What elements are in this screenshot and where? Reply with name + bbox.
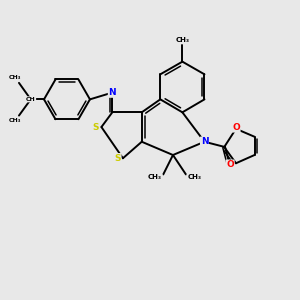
- Text: S: S: [114, 154, 121, 163]
- Text: CH₃: CH₃: [148, 174, 162, 180]
- Text: CH: CH: [26, 97, 36, 102]
- Text: S: S: [93, 122, 99, 131]
- Text: O: O: [226, 160, 234, 169]
- Text: N: N: [109, 88, 116, 97]
- Text: CH₃: CH₃: [187, 174, 201, 180]
- Text: CH₃: CH₃: [9, 118, 22, 123]
- Text: N: N: [201, 137, 208, 146]
- Text: CH₃: CH₃: [176, 38, 189, 44]
- Text: O: O: [232, 123, 240, 132]
- Text: CH₃: CH₃: [9, 75, 22, 80]
